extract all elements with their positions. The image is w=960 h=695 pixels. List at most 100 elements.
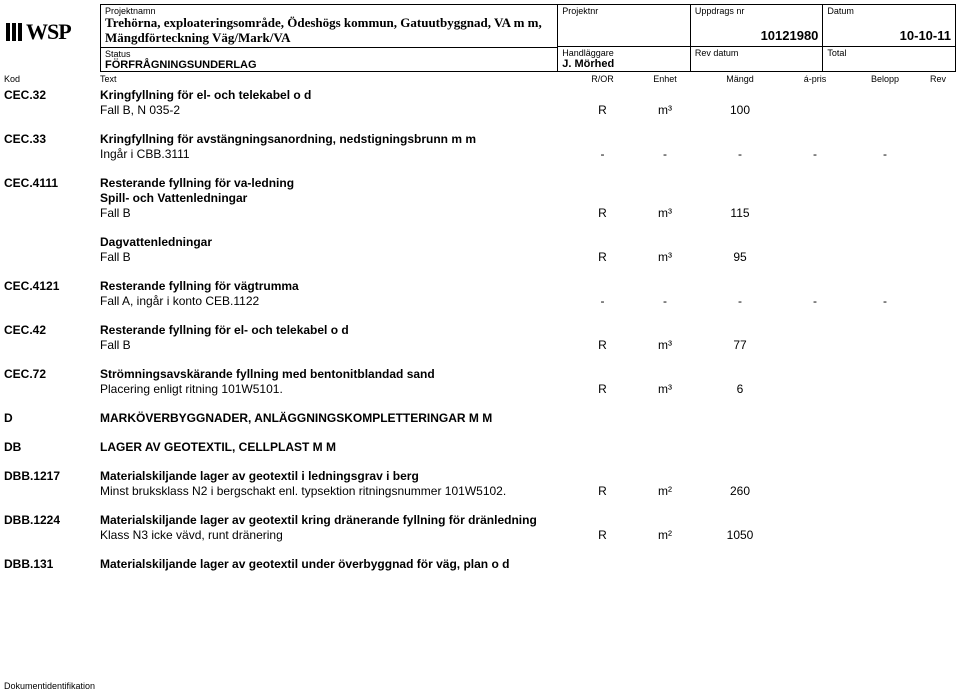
cell-text: Fall A, ingår i konto CEB.1122	[100, 294, 575, 308]
cell-mangd: 95	[700, 250, 780, 264]
table-row: Placering enligt ritning 101W5101.Rm³6	[0, 382, 956, 396]
uppdragsnr-value: 10121980	[695, 28, 819, 43]
logo-bars	[6, 23, 22, 41]
table-row: Fall A, ingår i konto CEB.1122-----	[0, 294, 956, 308]
project-name-1: Trehörna, exploateringsområde, Ödeshögs …	[105, 16, 553, 31]
cell-text: Placering enligt ritning 101W5101.	[100, 382, 575, 396]
cell-text: Minst bruksklass N2 i bergschakt enl. ty…	[100, 484, 575, 498]
cell-mangd: 260	[700, 484, 780, 498]
cell-mangd: 6	[700, 382, 780, 396]
cell-kod: CEC.33	[0, 132, 100, 146]
cell-enhet: m³	[630, 103, 700, 117]
table-row: Ingår i CBB.3111-----	[0, 147, 956, 161]
row-spacer	[0, 543, 956, 557]
cell-ror: R	[575, 338, 630, 352]
cell-enhet: m³	[630, 250, 700, 264]
project-name-2: Mängdförteckning Väg/Mark/VA	[105, 31, 553, 46]
cell-revdatum: Rev datum	[691, 47, 824, 71]
table-row: Fall B, N 035-2Rm³100	[0, 103, 956, 117]
cell-ror: R	[575, 250, 630, 264]
cell-text: Materialskiljande lager av geotextil kri…	[100, 513, 575, 527]
cell-ror: R	[575, 484, 630, 498]
logo: WSP	[6, 12, 96, 52]
table-row: DBB.131Materialskiljande lager av geotex…	[0, 557, 956, 571]
cell-enhet: m²	[630, 528, 700, 542]
logo-text: WSP	[26, 19, 71, 45]
cell-text: Fall B	[100, 206, 575, 220]
row-spacer	[0, 426, 956, 440]
cell-text: Kringfyllning för el- och telekabel o d	[100, 88, 575, 102]
cell-text: LAGER AV GEOTEXTIL, CELLPLAST M M	[100, 440, 575, 454]
table-row: CEC.72Strömningsavskärande fyllning med …	[0, 367, 956, 381]
cell-enhet: m³	[630, 338, 700, 352]
table-row: DBLAGER AV GEOTEXTIL, CELLPLAST M M	[0, 440, 956, 454]
cell-text: Fall B	[100, 250, 575, 264]
table-row: CEC.42Resterande fyllning för el- och te…	[0, 323, 956, 337]
cell-ror: R	[575, 528, 630, 542]
cell-kod: DBB.1224	[0, 513, 100, 527]
cell-ror: R	[575, 206, 630, 220]
table-row: CEC.32Kringfyllning för el- och telekabe…	[0, 88, 956, 102]
col-text: Text	[100, 74, 575, 88]
table-row: DBB.1217Materialskiljande lager av geote…	[0, 469, 956, 483]
cell-kod: DB	[0, 440, 100, 454]
cell-mangd: -	[700, 147, 780, 161]
label-projektnr: Projektnr	[562, 6, 686, 16]
col-kod: Kod	[0, 74, 100, 88]
cell-kod: CEC.42	[0, 323, 100, 337]
cell-mangd: 115	[700, 206, 780, 220]
cell-projektnr: Projektnr	[558, 5, 691, 46]
cell-handlaggare: Handläggare J. Mörhed	[558, 47, 691, 71]
table-row: CEC.4111Resterande fyllning för va-ledni…	[0, 176, 956, 190]
cell-enhet: -	[630, 147, 700, 161]
cell-text: Strömningsavskärande fyllning med benton…	[100, 367, 575, 381]
cell-text: Kringfyllning för avstängningsanordning,…	[100, 132, 575, 146]
status-value: FÖRFRÅGNINGSUNDERLAG	[105, 59, 553, 71]
table-row: CEC.33Kringfyllning för avstängningsanor…	[0, 132, 956, 146]
cell-text: MARKÖVERBYGGNADER, ANLÄGGNINGSKOMPLETTER…	[100, 411, 575, 425]
cell-text: Materialskiljande lager av geotextil i l…	[100, 469, 575, 483]
cell-text: Fall B, N 035-2	[100, 103, 575, 117]
cell-text: Spill- och Vattenledningar	[100, 191, 575, 205]
cell-kod: DBB.1217	[0, 469, 100, 483]
cell-kod: DBB.131	[0, 557, 100, 571]
cell-text: Resterande fyllning för el- och telekabe…	[100, 323, 575, 337]
label-handlaggare: Handläggare	[562, 48, 686, 58]
cell-enhet: -	[630, 294, 700, 308]
table-row: Fall BRm³115	[0, 206, 956, 220]
label-revdatum: Rev datum	[695, 48, 819, 58]
header-block: Projektnamn Trehörna, exploateringsområd…	[100, 4, 956, 72]
label-status: Status	[105, 49, 553, 59]
cell-datum: Datum 10-10-11	[823, 5, 955, 46]
cell-mangd: -	[700, 294, 780, 308]
table-row: Klass N3 icke vävd, runt dräneringRm²105…	[0, 528, 956, 542]
footer: Dokumentidentifikation	[4, 681, 95, 691]
col-belopp: Belopp	[850, 74, 920, 88]
cell-belopp: -	[850, 147, 920, 161]
row-spacer	[0, 118, 956, 132]
cell-belopp: -	[850, 294, 920, 308]
cell-enhet: m³	[630, 206, 700, 220]
header-project-name: Projektnamn Trehörna, exploateringsområd…	[101, 5, 557, 48]
cell-mangd: 1050	[700, 528, 780, 542]
cell-apris: -	[780, 147, 850, 161]
cell-uppdragsnr: Uppdrags nr 10121980	[691, 5, 824, 46]
content-area: CEC.32Kringfyllning för el- och telekabe…	[0, 88, 956, 675]
header-right-bottom: Handläggare J. Mörhed Rev datum Total	[558, 47, 955, 71]
col-enhet: Enhet	[630, 74, 700, 88]
cell-kod: D	[0, 411, 100, 425]
cell-text: Ingår i CBB.3111	[100, 147, 575, 161]
datum-value: 10-10-11	[827, 28, 951, 43]
cell-text: Fall B	[100, 338, 575, 352]
header-right-top: Projektnr Uppdrags nr 10121980 Datum 10-…	[558, 5, 955, 47]
table-row: CEC.4121Resterande fyllning för vägtrumm…	[0, 279, 956, 293]
row-spacer	[0, 221, 956, 235]
label-uppdragsnr: Uppdrags nr	[695, 6, 819, 16]
cell-text: Materialskiljande lager av geotextil und…	[100, 557, 575, 571]
cell-enhet: m²	[630, 484, 700, 498]
column-labels: Kod Text R/OR Enhet Mängd á-pris Belopp …	[0, 74, 956, 88]
cell-total: Total	[823, 47, 955, 71]
cell-ror: -	[575, 294, 630, 308]
cell-ror: R	[575, 382, 630, 396]
row-spacer	[0, 162, 956, 176]
